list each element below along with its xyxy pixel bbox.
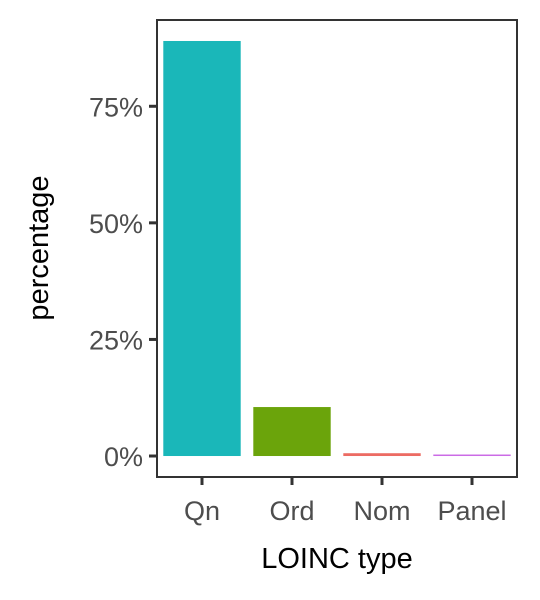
x-tick-label: Ord [269,496,314,526]
bar-qn [163,40,241,457]
plot-panel-border [156,19,518,478]
x-axis: Qn Ord Nom Panel [184,477,507,526]
y-tick-label: 0% [104,442,143,472]
y-axis: 0% 25% 50% 75% [89,92,157,472]
bars-group [163,40,511,457]
y-tick-label: 25% [89,325,143,355]
x-tick-label: Panel [437,496,506,526]
x-axis-title: LOINC type [261,543,413,575]
y-tick-label: 75% [89,92,143,122]
x-tick-label: Qn [184,496,220,526]
bar-nom [343,453,421,457]
y-tick-label: 50% [89,209,143,239]
bar-panel [433,454,511,457]
bar-ord [253,407,331,457]
y-axis-title: percentage [23,175,55,320]
x-tick-label: Nom [353,496,410,526]
